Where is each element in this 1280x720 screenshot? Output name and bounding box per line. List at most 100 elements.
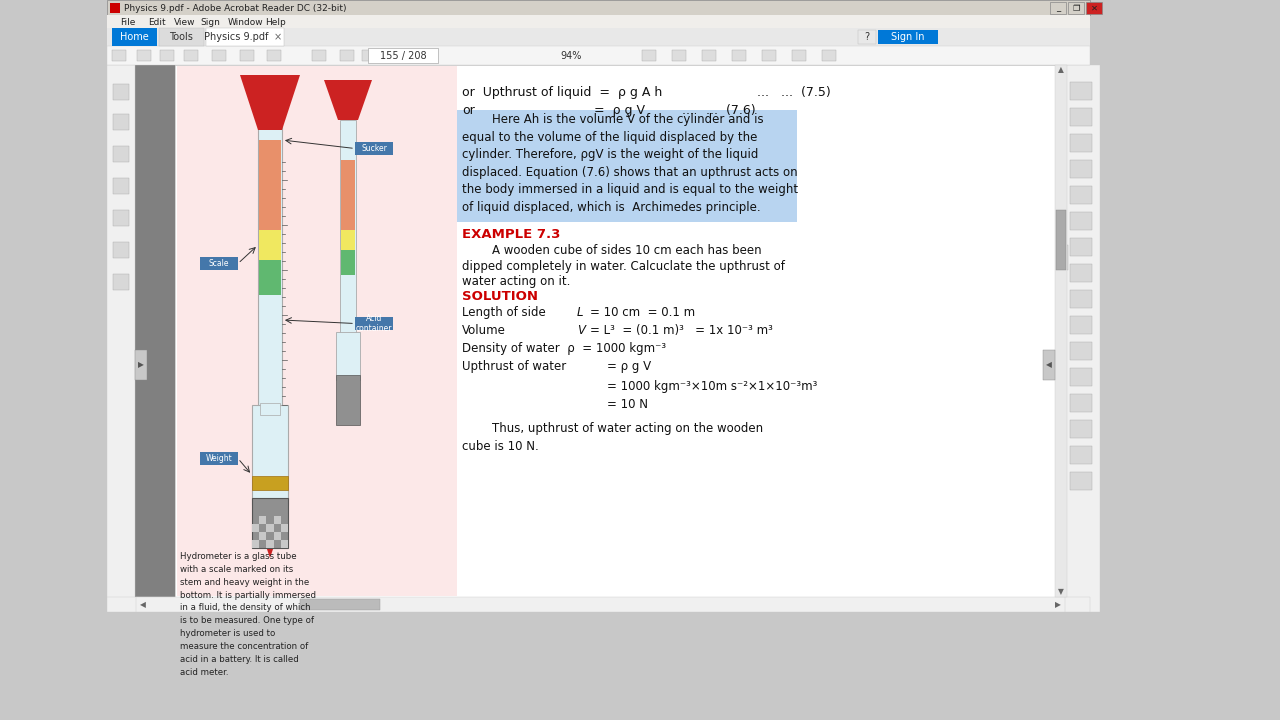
- Text: cylinder. Therefore, ρgV is the weight of the liquid: cylinder. Therefore, ρgV is the weight o…: [462, 148, 758, 161]
- Bar: [335, 332, 360, 380]
- Bar: [252, 498, 288, 548]
- Text: = 10 N: = 10 N: [607, 398, 648, 411]
- Bar: [212, 50, 227, 61]
- Bar: [1070, 446, 1092, 464]
- Bar: [200, 257, 238, 270]
- Bar: [457, 110, 797, 222]
- Text: the body immersed in a liquid and is equal to the weight: the body immersed in a liquid and is equ…: [462, 183, 799, 196]
- Text: ✕: ✕: [1091, 4, 1097, 12]
- Bar: [335, 375, 360, 425]
- Text: or  Upthrust of liquid  =  ρ g A h: or Upthrust of liquid = ρ g A h: [462, 86, 662, 99]
- Polygon shape: [241, 75, 300, 130]
- Bar: [260, 403, 280, 415]
- Text: = ρ g V: = ρ g V: [607, 360, 652, 373]
- Bar: [113, 178, 129, 194]
- Bar: [268, 50, 282, 61]
- Bar: [1070, 82, 1092, 100]
- Bar: [113, 50, 125, 61]
- Text: ▶: ▶: [1055, 600, 1061, 610]
- Text: ▼: ▼: [1059, 588, 1064, 596]
- Text: or: or: [462, 104, 475, 117]
- Text: dipped completely in water. Calcuclate the upthrust of: dipped completely in water. Calcuclate t…: [462, 259, 785, 272]
- Bar: [259, 125, 282, 410]
- Text: = 10 cm  = 0.1 m: = 10 cm = 0.1 m: [590, 306, 695, 319]
- Text: 155 / 208: 155 / 208: [380, 51, 426, 61]
- Bar: [1070, 238, 1092, 256]
- Bar: [113, 84, 129, 100]
- Text: SOLUTION: SOLUTION: [462, 290, 538, 303]
- Bar: [643, 50, 657, 61]
- Bar: [108, 597, 1091, 612]
- Bar: [878, 30, 938, 44]
- Text: Scale: Scale: [209, 259, 229, 268]
- Text: of liquid displaced, which is  Archimedes principle.: of liquid displaced, which is Archimedes…: [462, 200, 760, 214]
- Text: displaced. Equation (7.6) shows that an upthrust acts on: displaced. Equation (7.6) shows that an …: [462, 166, 797, 179]
- Bar: [206, 28, 284, 46]
- Bar: [113, 274, 129, 290]
- Bar: [1070, 290, 1092, 308]
- Bar: [159, 28, 204, 46]
- Text: Hydrometer is a glass tube
with a scale marked on its
stem and heavy weight in t: Hydrometer is a glass tube with a scale …: [180, 552, 316, 677]
- Bar: [259, 260, 282, 295]
- Bar: [1060, 245, 1068, 270]
- Text: V: V: [577, 324, 585, 337]
- Bar: [732, 50, 746, 61]
- Bar: [762, 50, 776, 61]
- Text: ◀: ◀: [1046, 361, 1052, 369]
- Bar: [259, 140, 282, 230]
- Text: Window: Window: [228, 17, 264, 27]
- Text: EXAMPLE 7.3: EXAMPLE 7.3: [462, 228, 561, 241]
- Text: = L³  = (0.1 m)³   = 1x 10⁻³ m³: = L³ = (0.1 m)³ = 1x 10⁻³ m³: [590, 324, 773, 337]
- Bar: [184, 50, 198, 61]
- Text: Physics 9.pdf - Adobe Acrobat Reader DC (32-bit): Physics 9.pdf - Adobe Acrobat Reader DC …: [124, 4, 347, 12]
- Bar: [134, 350, 147, 380]
- Bar: [259, 532, 266, 540]
- Text: ▲: ▲: [1059, 66, 1064, 74]
- Text: equal to the volume of the liquid displaced by the: equal to the volume of the liquid displa…: [462, 130, 758, 143]
- Bar: [177, 66, 457, 596]
- Text: ...   ...  (7.6): ... ... (7.6): [682, 104, 755, 117]
- Bar: [355, 317, 393, 330]
- Text: Length of side: Length of side: [462, 306, 545, 319]
- Bar: [340, 250, 355, 275]
- Text: Density of water  ρ  = 1000 kgm⁻³: Density of water ρ = 1000 kgm⁻³: [462, 342, 666, 355]
- Bar: [252, 476, 288, 490]
- Bar: [1070, 420, 1092, 438]
- Text: Edit: Edit: [148, 17, 165, 27]
- Bar: [355, 142, 393, 155]
- Bar: [1050, 2, 1066, 14]
- Bar: [274, 516, 280, 524]
- Bar: [1043, 350, 1055, 380]
- Text: 94%: 94%: [561, 51, 581, 61]
- Bar: [252, 524, 259, 532]
- Bar: [792, 50, 806, 61]
- Bar: [340, 50, 355, 61]
- Bar: [1065, 65, 1100, 612]
- Bar: [108, 65, 134, 612]
- Bar: [362, 50, 376, 61]
- Bar: [113, 114, 129, 130]
- Bar: [1070, 342, 1092, 360]
- Bar: [312, 50, 326, 61]
- Bar: [1070, 316, 1092, 334]
- Text: = 1000 kgm⁻³×10m s⁻²×1×10⁻³m³: = 1000 kgm⁻³×10m s⁻²×1×10⁻³m³: [607, 380, 818, 393]
- Bar: [1055, 65, 1068, 597]
- Bar: [822, 50, 836, 61]
- Text: ×: ×: [274, 32, 282, 42]
- Text: File: File: [120, 17, 136, 27]
- Bar: [113, 210, 129, 226]
- Bar: [266, 524, 274, 532]
- Bar: [340, 160, 355, 230]
- Text: ▶: ▶: [138, 361, 143, 369]
- Bar: [1070, 160, 1092, 178]
- Bar: [137, 50, 151, 61]
- Text: water acting on it.: water acting on it.: [462, 275, 571, 288]
- Text: Weight: Weight: [206, 454, 233, 463]
- Bar: [369, 48, 438, 63]
- Text: Physics 9.pdf: Physics 9.pdf: [204, 32, 269, 42]
- Bar: [266, 540, 274, 548]
- Bar: [1070, 394, 1092, 412]
- Text: cube is 10 N.: cube is 10 N.: [462, 440, 539, 453]
- Bar: [1070, 472, 1092, 490]
- Bar: [1068, 2, 1084, 14]
